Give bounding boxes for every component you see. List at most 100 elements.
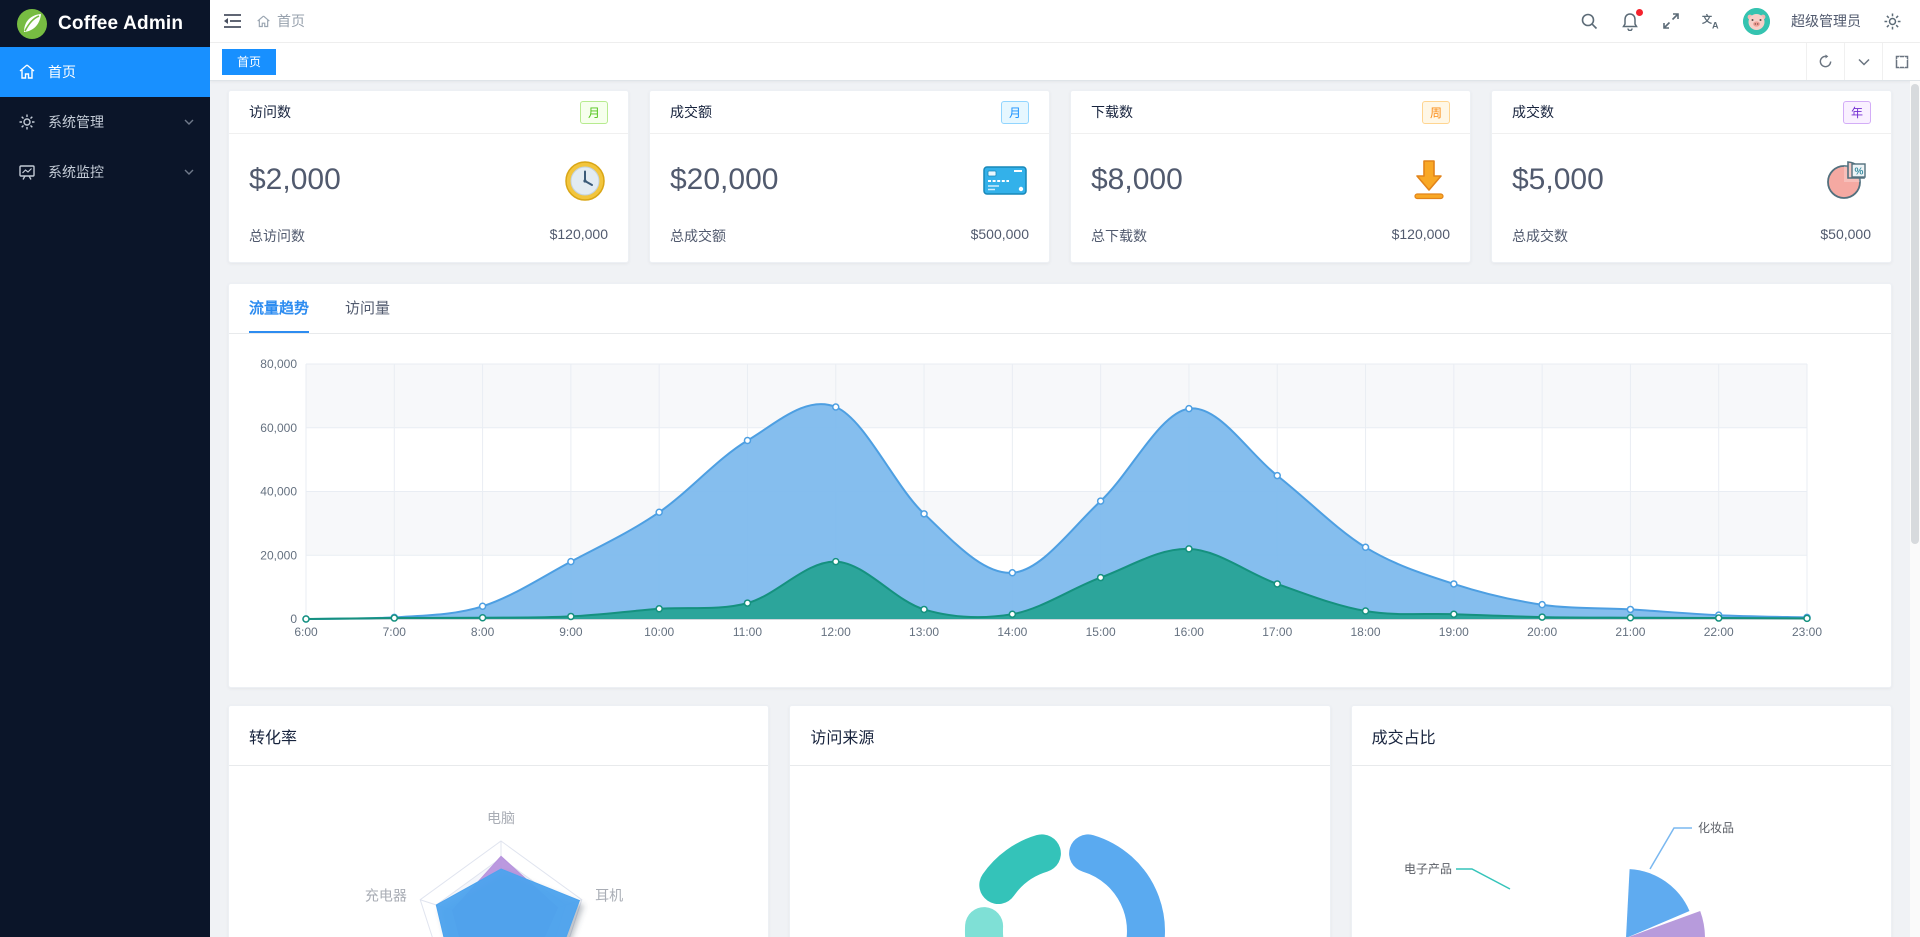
collapse-sidebar-icon[interactable] bbox=[222, 11, 242, 31]
svg-text:16:00: 16:00 bbox=[1174, 625, 1204, 639]
sidebar: Coffee Admin 首页 系统管理 系统监控 bbox=[0, 0, 210, 937]
visit-source-card: 访问来源 bbox=[789, 705, 1331, 937]
svg-text:60,000: 60,000 bbox=[260, 421, 297, 435]
svg-text:0: 0 bbox=[290, 612, 297, 626]
card-title: 转化率 bbox=[229, 706, 769, 766]
tab-traffic-trend[interactable]: 流量趋势 bbox=[249, 297, 310, 333]
svg-text:18:00: 18:00 bbox=[1351, 625, 1381, 639]
breadcrumb-label: 首页 bbox=[277, 13, 305, 29]
monitor-icon bbox=[19, 165, 35, 180]
refresh-icon[interactable] bbox=[1806, 43, 1844, 80]
stat-value: $8,000 bbox=[1091, 163, 1183, 196]
stat-total-value: $120,000 bbox=[1391, 226, 1450, 242]
svg-text:化妆品: 化妆品 bbox=[1698, 821, 1734, 835]
app-logo[interactable]: Coffee Admin bbox=[0, 0, 210, 47]
tab-visit-volume[interactable]: 访问量 bbox=[345, 300, 391, 317]
svg-text:13:00: 13:00 bbox=[909, 625, 939, 639]
svg-text:7:00: 7:00 bbox=[383, 625, 407, 639]
home-icon bbox=[257, 15, 270, 27]
svg-text:21:00: 21:00 bbox=[1615, 625, 1645, 639]
avatar[interactable] bbox=[1743, 7, 1770, 35]
sidebar-item-home[interactable]: 首页 bbox=[0, 47, 210, 97]
stat-title: 访问数 bbox=[249, 104, 291, 120]
notification-badge bbox=[1636, 9, 1643, 16]
stat-card-visits: 访问数 月 $2,000 总访问数 $120,000 bbox=[228, 90, 629, 263]
clock-icon bbox=[565, 161, 605, 201]
svg-text:23:00: 23:00 bbox=[1792, 625, 1822, 639]
download-icon bbox=[1414, 160, 1444, 200]
svg-text:19:00: 19:00 bbox=[1439, 625, 1469, 639]
stat-card-turnover: 成交额 月 $20,000 总成交额 $500,000 bbox=[649, 90, 1050, 263]
svg-text:22:00: 22:00 bbox=[1704, 625, 1734, 639]
search-icon[interactable] bbox=[1579, 11, 1599, 31]
chevron-down-icon[interactable] bbox=[1844, 43, 1882, 80]
sidebar-item-label: 系统管理 bbox=[48, 114, 104, 130]
page-scrollbar[interactable] bbox=[1910, 81, 1920, 937]
svg-text:11:00: 11:00 bbox=[733, 625, 762, 639]
breadcrumb[interactable]: 首页 bbox=[256, 11, 305, 31]
period-badge: 年 bbox=[1842, 100, 1871, 124]
maximize-frame-icon[interactable] bbox=[1882, 43, 1920, 80]
svg-text:80,000: 80,000 bbox=[260, 357, 297, 371]
svg-text:%: % bbox=[1855, 167, 1864, 178]
period-badge: 周 bbox=[1421, 100, 1450, 124]
svg-text:电脑: 电脑 bbox=[487, 810, 515, 826]
chevron-down-icon bbox=[184, 169, 194, 175]
notification-bell-icon[interactable] bbox=[1620, 9, 1643, 31]
route-tabs-bar: 首页 bbox=[210, 43, 1920, 81]
trend-tabs: 流量趋势 访问量 bbox=[229, 284, 1891, 334]
sidebar-menu: 首页 系统管理 系统监控 bbox=[0, 47, 210, 197]
stat-title: 成交数 bbox=[1512, 104, 1554, 120]
period-badge: 月 bbox=[1000, 100, 1029, 124]
home-icon bbox=[19, 64, 35, 79]
stat-total-value: $500,000 bbox=[970, 226, 1029, 242]
sidebar-item-system-admin[interactable]: 系统管理 bbox=[0, 97, 210, 147]
svg-text:10:00: 10:00 bbox=[644, 625, 674, 639]
main-content: 访问数 月 $2,000 总访问数 $120,000 成交额 月 bbox=[210, 81, 1920, 937]
traffic-trend-area-chart[interactable]: 0 20,000 40,000 60,000 80,000 6:00 7:00 8:00 9:0… bbox=[229, 334, 1891, 687]
gear-icon bbox=[19, 114, 35, 130]
username[interactable]: 超级管理员 bbox=[1791, 13, 1861, 29]
stat-total-label: 总成交额 bbox=[670, 228, 726, 244]
svg-text:20,000: 20,000 bbox=[260, 548, 297, 562]
route-tab-home[interactable]: 首页 bbox=[222, 48, 277, 75]
svg-text:8:00: 8:00 bbox=[471, 625, 495, 639]
card-title: 访问来源 bbox=[790, 706, 1330, 766]
bottom-cards-row: 转化率 电脑耳机 充电器 访问来源 成交占比 电子产品 化妆品 bbox=[228, 705, 1892, 937]
svg-text:40,000: 40,000 bbox=[260, 485, 297, 499]
svg-text:A: A bbox=[1712, 20, 1719, 30]
fullscreen-icon[interactable] bbox=[1661, 11, 1681, 31]
svg-text:17:00: 17:00 bbox=[1262, 625, 1292, 639]
sidebar-item-system-monitor[interactable]: 系统监控 bbox=[0, 147, 210, 197]
svg-text:文: 文 bbox=[1702, 13, 1713, 26]
svg-text:充电器: 充电器 bbox=[365, 887, 407, 903]
stat-total-label: 总成交数 bbox=[1512, 228, 1568, 244]
settings-gear-icon[interactable] bbox=[1882, 11, 1902, 31]
deal-share-pie-chart[interactable]: 电子产品 化妆品 bbox=[1352, 766, 1892, 937]
svg-text:15:00: 15:00 bbox=[1086, 625, 1116, 639]
stat-title: 下载数 bbox=[1091, 104, 1133, 120]
chevron-down-icon bbox=[184, 119, 194, 125]
visit-source-donut-chart[interactable] bbox=[790, 766, 1330, 937]
svg-text:20:00: 20:00 bbox=[1527, 625, 1557, 639]
stat-card-downloads: 下载数 周 $8,000 总下载数 $120,000 bbox=[1070, 90, 1471, 263]
deal-share-card: 成交占比 电子产品 化妆品 bbox=[1350, 705, 1892, 937]
stat-value: $20,000 bbox=[670, 163, 779, 196]
sidebar-item-label: 系统监控 bbox=[48, 164, 104, 180]
stat-total-label: 总访问数 bbox=[249, 228, 305, 244]
translate-icon[interactable]: 文 A bbox=[1702, 11, 1722, 31]
stat-total-value: $50,000 bbox=[1820, 226, 1871, 242]
pie-icon: % bbox=[1827, 161, 1866, 199]
conversion-rate-card: 转化率 电脑耳机 充电器 bbox=[228, 705, 770, 937]
card-title: 成交占比 bbox=[1351, 706, 1891, 766]
svg-text:耳机: 耳机 bbox=[595, 887, 623, 903]
credit-card-icon bbox=[983, 166, 1027, 195]
svg-text:12:00: 12:00 bbox=[821, 625, 851, 639]
svg-text:6:00: 6:00 bbox=[294, 625, 318, 639]
scrollbar-thumb[interactable] bbox=[1911, 84, 1919, 544]
svg-text:电子产品: 电子产品 bbox=[1404, 862, 1452, 876]
stat-cards-row: 访问数 月 $2,000 总访问数 $120,000 成交额 月 bbox=[228, 90, 1892, 263]
stat-total-label: 总下载数 bbox=[1091, 228, 1147, 244]
stat-total-value: $120,000 bbox=[549, 226, 608, 242]
